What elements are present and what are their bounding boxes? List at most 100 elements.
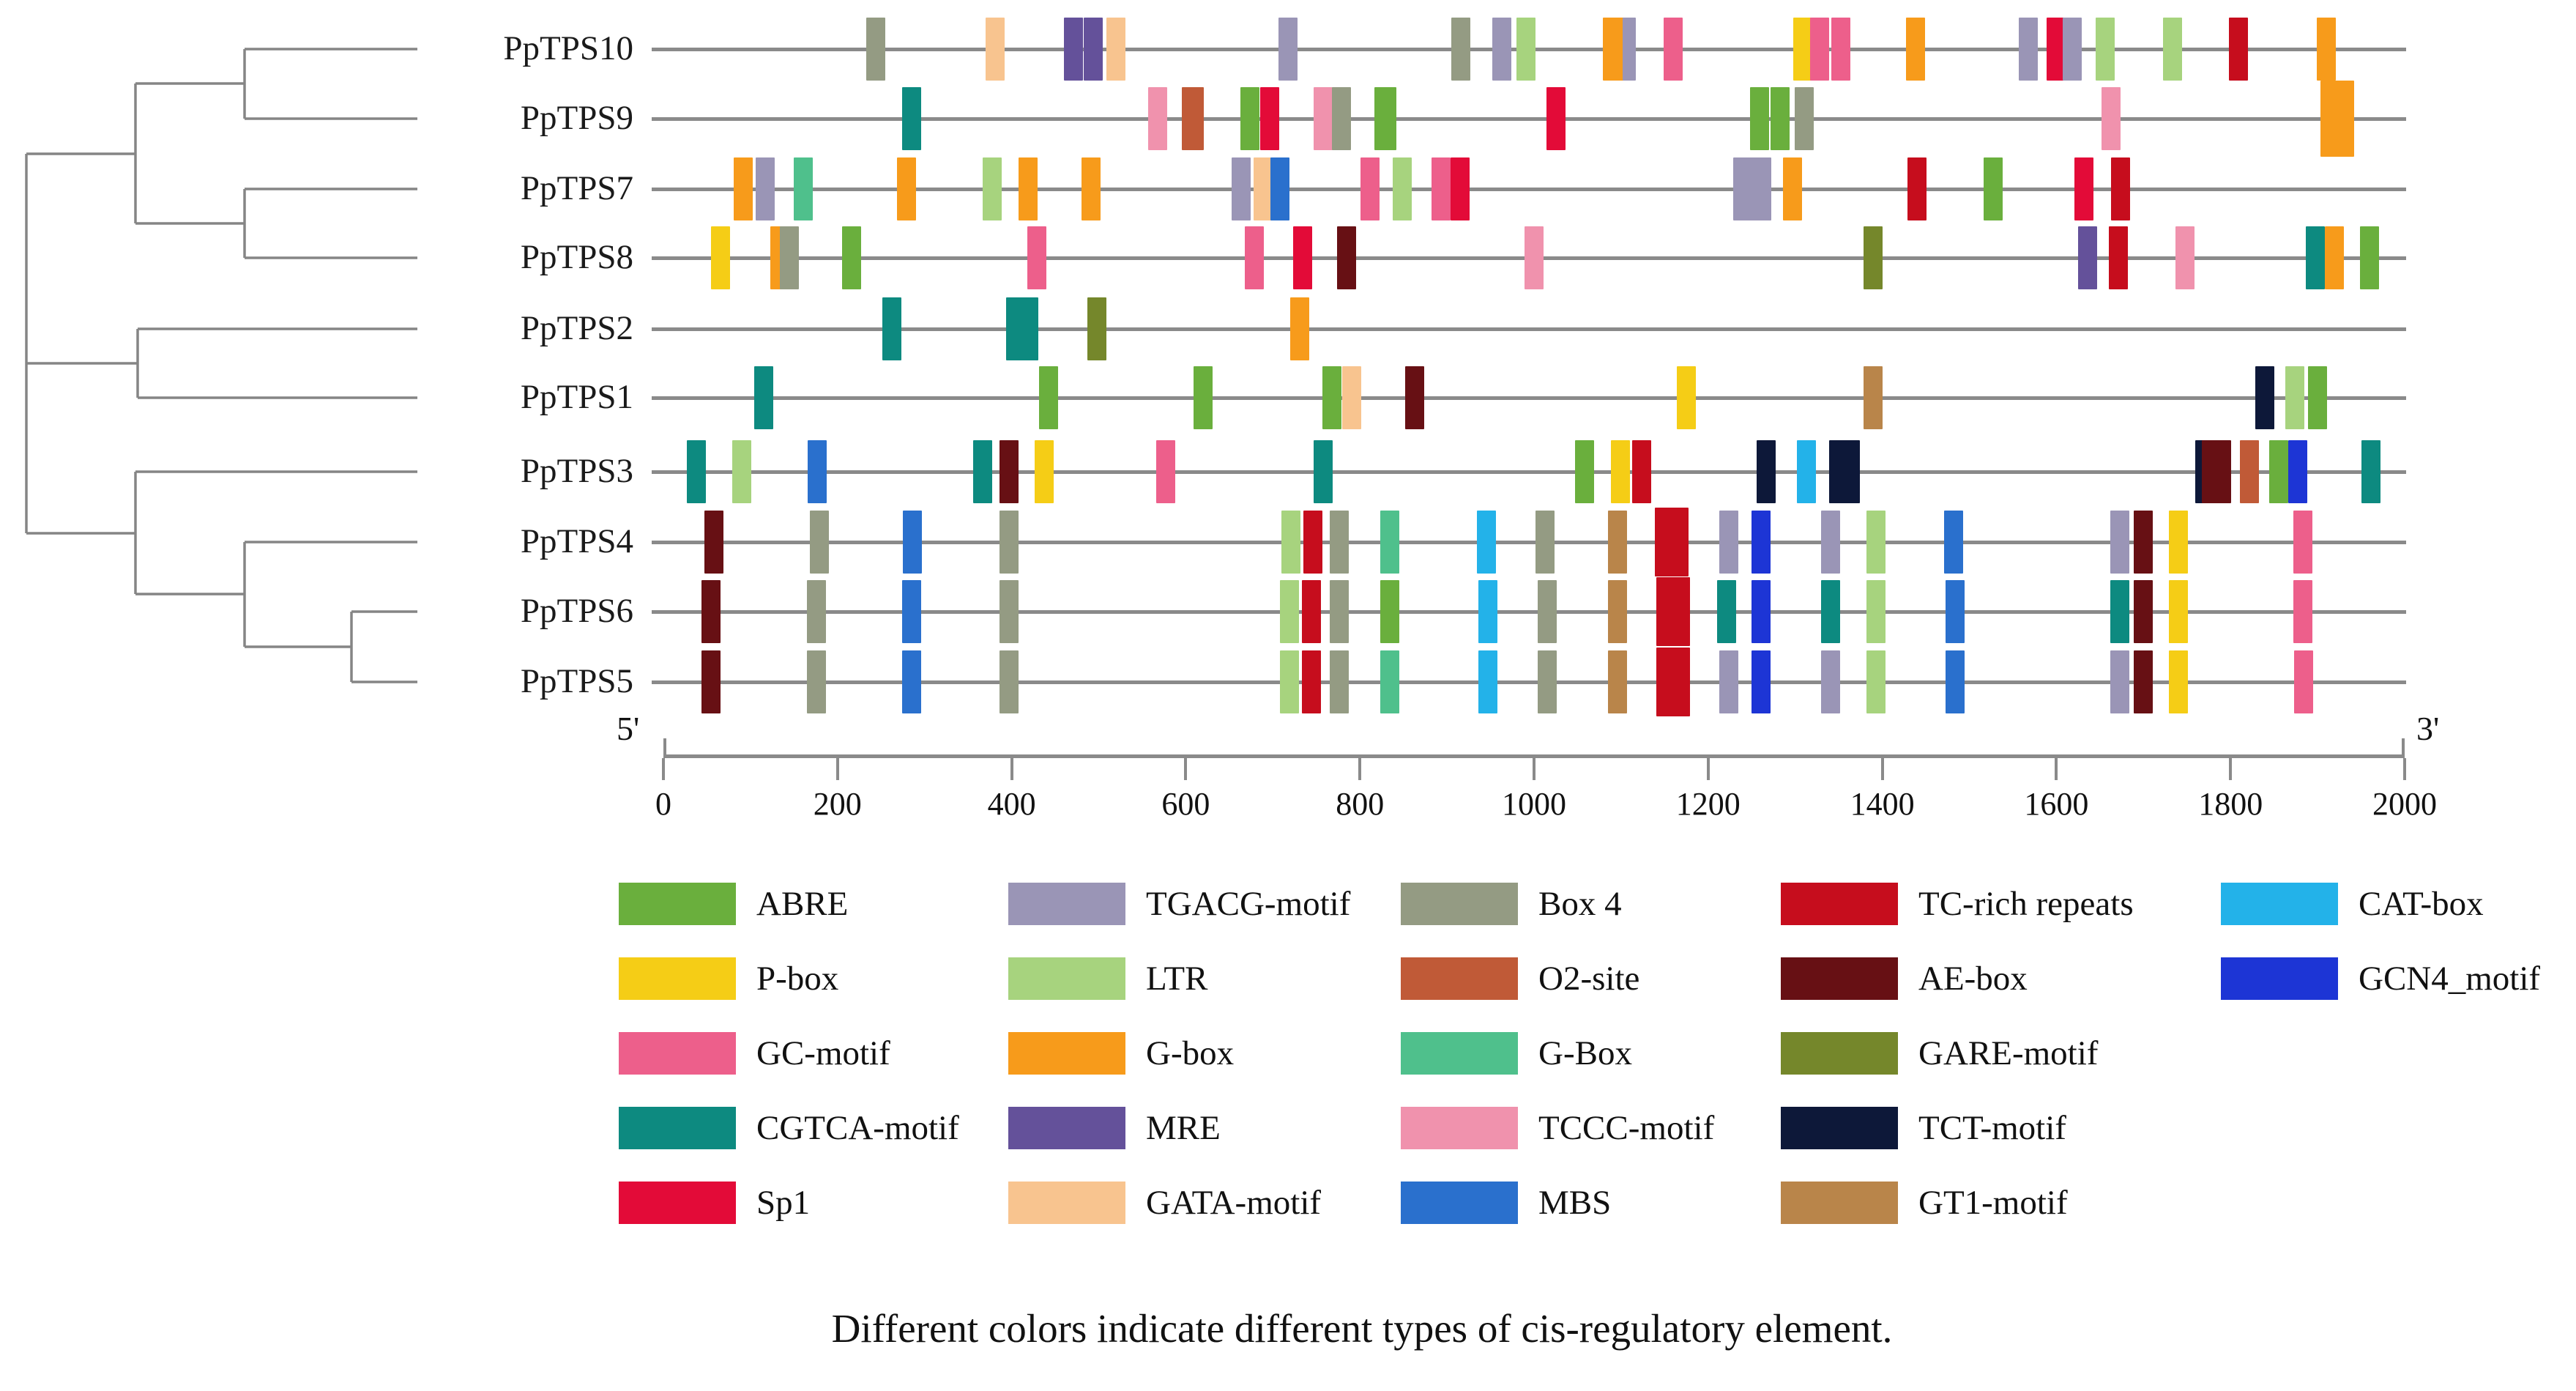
motif-box xyxy=(1537,580,1557,643)
legend-item: Box 4 xyxy=(1401,883,1622,925)
legend-item: CAT-box xyxy=(2221,883,2484,925)
motif-box xyxy=(1380,650,1399,713)
axis-tick xyxy=(1533,758,1535,780)
legend-swatch xyxy=(1008,883,1125,925)
figure-caption: Different colors indicate different type… xyxy=(831,1306,1893,1351)
motif-box xyxy=(1281,511,1301,574)
motif-box xyxy=(1478,580,1497,643)
legend-label: AE-box xyxy=(1918,960,2028,998)
motif-box xyxy=(1380,511,1399,574)
legend-item: MRE xyxy=(1008,1107,1221,1149)
motif-box xyxy=(2305,226,2325,289)
motif-box xyxy=(1622,18,1636,81)
motif-box xyxy=(1194,366,1213,429)
motif-box xyxy=(1337,226,1357,289)
motif-box xyxy=(1451,18,1471,81)
motif-box xyxy=(1360,157,1380,220)
motif-box xyxy=(1303,511,1322,574)
motif-box xyxy=(2320,81,2355,157)
motif-box xyxy=(2316,18,2336,81)
phylo-tree xyxy=(25,48,417,683)
motif-box xyxy=(1329,580,1349,643)
axis-tick-label: 0 xyxy=(655,786,671,822)
motif-box xyxy=(1603,18,1626,81)
motif-box xyxy=(1719,650,1739,713)
motif-box xyxy=(2361,440,2380,503)
motif-box xyxy=(1907,157,1927,220)
legend-swatch xyxy=(1781,1182,1898,1224)
motif-box xyxy=(1546,87,1566,150)
motif-box xyxy=(711,226,731,289)
legend-item: ABRE xyxy=(619,883,848,925)
motif-box xyxy=(1084,18,1103,81)
axis-tick-label: 2000 xyxy=(2372,786,2437,822)
legend-label: ABRE xyxy=(756,885,849,923)
motif-box xyxy=(999,580,1019,643)
gene-label-PpTPS2: PpTPS2 xyxy=(520,309,633,347)
gene-label-PpTPS5: PpTPS5 xyxy=(520,662,633,700)
motif-box xyxy=(1821,580,1841,643)
legend-swatch xyxy=(1008,1032,1125,1075)
legend-swatch xyxy=(1781,1032,1898,1075)
motif-box xyxy=(1181,87,1204,150)
gene-label-PpTPS7: PpTPS7 xyxy=(520,169,633,207)
motif-box xyxy=(1752,511,1771,574)
legend-swatch xyxy=(1781,1107,1898,1149)
motif-box xyxy=(2255,366,2274,429)
motif-box xyxy=(1829,440,1861,503)
motif-box xyxy=(1752,580,1771,643)
motif-box xyxy=(1450,157,1470,220)
legend-swatch xyxy=(2221,883,2338,925)
motif-box xyxy=(901,580,921,643)
motif-box xyxy=(2202,440,2232,503)
motif-box xyxy=(1393,157,1412,220)
motif-box xyxy=(756,157,775,220)
motif-box xyxy=(1946,580,1965,643)
motif-box xyxy=(1027,226,1047,289)
legend-item: P-box xyxy=(619,957,838,1000)
motif-box xyxy=(1749,87,1769,150)
axis-tick xyxy=(2229,758,2233,780)
axis-tick xyxy=(1184,758,1188,780)
motif-box xyxy=(1064,18,1084,81)
legend-label: Box 4 xyxy=(1538,885,1622,923)
motif-box xyxy=(2293,580,2312,643)
axis-tick-label: 1800 xyxy=(2198,786,2263,822)
legend-swatch xyxy=(1781,957,1898,1000)
motif-box xyxy=(1608,650,1628,713)
legend-item: TGACG-motif xyxy=(1008,883,1350,925)
motif-box xyxy=(1794,87,1814,150)
legend-label: GT1-motif xyxy=(1918,1184,2068,1222)
motif-box xyxy=(1314,87,1333,150)
motif-box xyxy=(780,226,800,289)
motif-box xyxy=(2102,87,2121,150)
legend-item: GARE-motif xyxy=(1781,1032,2098,1075)
motif-box xyxy=(1314,440,1333,503)
legend-swatch xyxy=(619,883,736,925)
motif-box xyxy=(1259,87,1279,150)
motif-box xyxy=(1608,580,1628,643)
legend-item: MBS xyxy=(1401,1182,1611,1224)
legend-label: TGACG-motif xyxy=(1146,885,1351,923)
motif-box xyxy=(1034,440,1054,503)
legend-swatch xyxy=(619,1032,736,1075)
motif-box xyxy=(2168,580,2188,643)
axis-tick xyxy=(1010,758,1013,780)
motif-box xyxy=(1290,297,1310,360)
axis-line xyxy=(663,754,2405,758)
motif-box xyxy=(794,157,814,220)
motif-box xyxy=(1632,440,1652,503)
motif-box xyxy=(2019,18,2039,81)
motif-box xyxy=(1733,157,1772,220)
motif-box xyxy=(999,511,1019,574)
motif-box xyxy=(2134,650,2154,713)
motif-box xyxy=(1677,366,1697,429)
motif-box xyxy=(1087,297,1107,360)
motif-box xyxy=(986,18,1005,81)
gene-line xyxy=(652,188,2406,191)
motif-box xyxy=(809,511,829,574)
motif-box xyxy=(841,226,861,289)
legend-item: TCCC-motif xyxy=(1401,1107,1714,1149)
gene-label-PpTPS9: PpTPS9 xyxy=(520,99,633,137)
